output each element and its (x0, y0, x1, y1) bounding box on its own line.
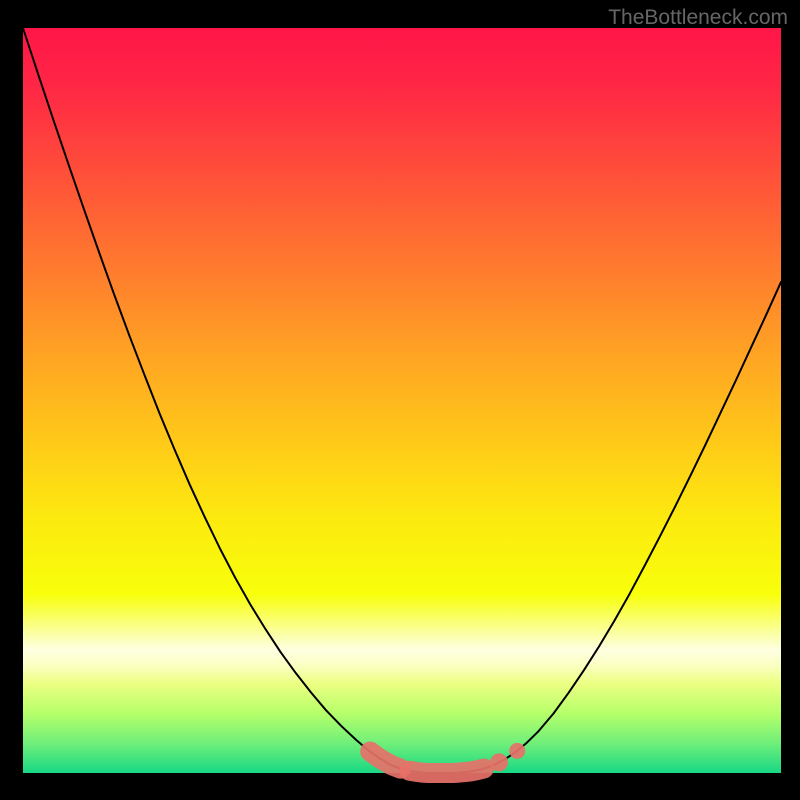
chart-canvas: { "watermark": { "text": "TheBottleneck.… (0, 0, 800, 800)
plot-background (23, 28, 781, 773)
bottleneck-chart (0, 0, 800, 800)
watermark-text: TheBottleneck.com (608, 6, 788, 30)
